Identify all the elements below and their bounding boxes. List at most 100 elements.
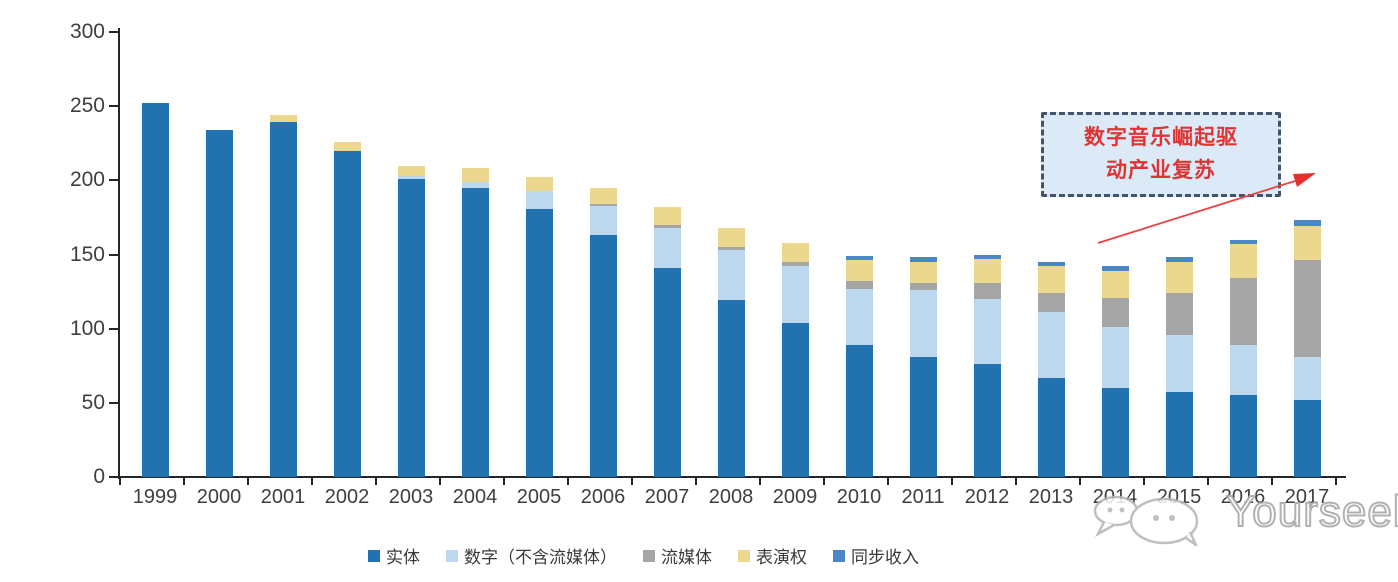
bar-segment-2004 — [461, 181, 489, 188]
y-axis-tick-label: 0 — [93, 465, 105, 488]
annotation-line1: 数字音乐崛起驱 — [1084, 125, 1238, 149]
bar-segment-2004 — [461, 168, 489, 182]
bar-segment-2011 — [909, 257, 937, 262]
bar-segment-2014 — [1101, 388, 1129, 477]
y-axis-tick-label: 300 — [69, 20, 105, 43]
x-axis-tick — [567, 478, 569, 485]
bar-segment-2016 — [1229, 239, 1257, 245]
x-axis-tick — [1079, 478, 1081, 485]
bar-segment-2014 — [1101, 266, 1129, 271]
x-axis-tick — [503, 478, 505, 485]
y-axis-tick — [109, 105, 118, 108]
bar-segment-2013 — [1037, 261, 1065, 267]
bar-segment-2003 — [397, 165, 425, 176]
bar-segment-2008 — [717, 300, 745, 477]
x-axis-tick-label: 2002 — [324, 486, 370, 508]
bar-segment-1999 — [141, 103, 169, 477]
bar-segment-2007 — [653, 227, 681, 268]
bar-segment-2013 — [1037, 266, 1065, 294]
watermark-logo-icon — [1093, 495, 1199, 546]
x-axis-tick — [631, 478, 633, 485]
bar-segment-2017 — [1293, 220, 1321, 227]
bar-segment-2006 — [589, 187, 617, 205]
x-axis-tick — [759, 478, 761, 485]
legend-swatch-icon — [738, 549, 750, 562]
bar-segment-2006 — [589, 204, 617, 206]
y-axis-tick-label: 250 — [69, 94, 105, 118]
y-axis-tick-label: 100 — [69, 316, 105, 340]
x-axis-tick — [247, 478, 249, 485]
bar-segment-2007 — [653, 207, 681, 225]
bar-segment-2009 — [781, 261, 809, 267]
legend-label: 实体 — [386, 548, 420, 567]
bar-segment-2005 — [525, 177, 553, 191]
bar-segment-2011 — [909, 282, 937, 291]
bar-segment-2007 — [653, 267, 681, 477]
bar-segment-2004 — [461, 187, 489, 477]
bar-segment-2006 — [589, 235, 617, 477]
bar-segment-2009 — [781, 322, 809, 477]
x-axis-tick-label: 2010 — [836, 486, 882, 508]
bar-segment-2016 — [1229, 344, 1257, 396]
bar-segment-2016 — [1229, 395, 1257, 477]
bar-segment-2011 — [909, 290, 937, 357]
x-axis-tick — [695, 478, 697, 485]
bar-segment-2008 — [717, 250, 745, 301]
legend-swatch-icon — [833, 549, 845, 562]
legend-label: 同步收入 — [851, 548, 919, 567]
bar-segment-2013 — [1037, 377, 1065, 477]
x-axis-tick-label: 2009 — [772, 486, 818, 508]
bar-segment-2010 — [845, 255, 873, 261]
bar-segment-2005 — [525, 208, 553, 477]
y-axis-line — [118, 28, 120, 479]
legend-label: 流媒体 — [661, 548, 712, 567]
x-axis-tick — [119, 478, 121, 485]
bar-segment-2016 — [1229, 244, 1257, 279]
watermark-text: Yourseeker — [1225, 486, 1398, 537]
x-axis-tick — [311, 478, 313, 485]
legend-swatch-icon — [446, 549, 458, 562]
bar-segment-2009 — [781, 266, 809, 323]
legend-item: 数字（不含流媒体） — [446, 543, 617, 568]
x-axis-tick-label: 2000 — [196, 486, 242, 508]
bar-segment-2012 — [973, 364, 1001, 477]
y-axis-tick — [109, 476, 118, 478]
bar-segment-2001 — [269, 115, 297, 123]
x-axis-tick-label: 2013 — [1028, 486, 1074, 508]
bar-segment-2014 — [1101, 297, 1129, 328]
bar-segment-2015 — [1165, 392, 1193, 477]
bar-segment-2010 — [845, 281, 873, 289]
bar-segment-2014 — [1101, 270, 1129, 298]
bar-segment-2008 — [717, 227, 745, 248]
bar-segment-2010 — [845, 288, 873, 345]
bar-segment-2017 — [1293, 399, 1321, 477]
x-axis-tick — [1271, 478, 1273, 485]
bar-segment-2010 — [845, 344, 873, 477]
y-axis-tick — [109, 253, 118, 256]
legend-item: 表演权 — [738, 543, 807, 568]
x-axis-tick — [1207, 478, 1209, 485]
x-axis-tick-label: 2016 — [1220, 486, 1266, 508]
x-axis-tick-label: 2007 — [644, 486, 690, 508]
bar-segment-2011 — [909, 356, 937, 477]
bar-segment-2012 — [973, 254, 1001, 259]
bar-segment-2013 — [1037, 293, 1065, 313]
x-axis-tick — [951, 478, 953, 485]
x-axis-tick — [439, 478, 441, 485]
x-axis-tick-label: 2017 — [1284, 486, 1330, 508]
x-axis-tick — [183, 478, 185, 485]
bar-segment-2015 — [1165, 261, 1193, 294]
legend-swatch-icon — [643, 549, 655, 562]
bar-segment-2008 — [717, 247, 745, 251]
x-axis-tick — [1143, 478, 1145, 485]
bar-segment-2017 — [1293, 260, 1321, 357]
legend: 实体 数字（不含流媒体） 流媒体 表演权 同步收入 — [368, 543, 919, 568]
y-axis-tick-label: 50 — [81, 390, 105, 414]
bar-segment-2009 — [781, 242, 809, 262]
x-axis-tick-label: 2005 — [516, 486, 562, 508]
x-axis-tick-label: 2004 — [452, 486, 498, 508]
bar-segment-2005 — [525, 190, 553, 209]
bar-segment-2011 — [909, 261, 937, 283]
x-axis-tick — [887, 478, 889, 485]
y-axis-tick — [109, 31, 118, 33]
